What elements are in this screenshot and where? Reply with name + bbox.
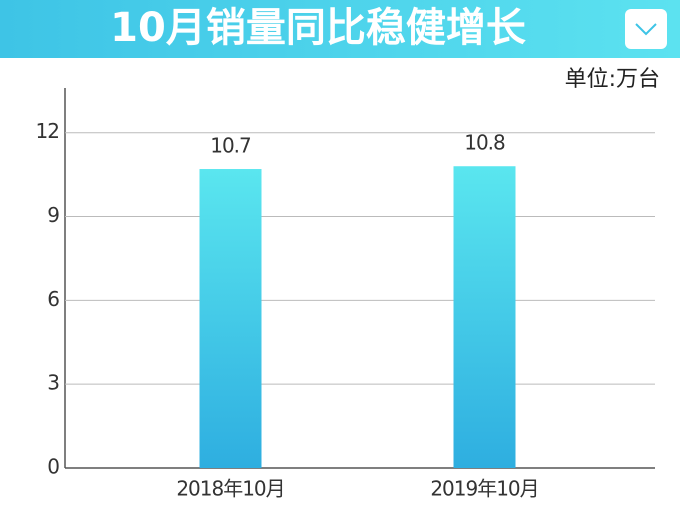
- x-tick-label: 2018年10月: [176, 477, 284, 501]
- y-tick-label: 3: [47, 371, 59, 395]
- y-tick-label: 0: [47, 455, 59, 479]
- value-label: 10.7: [210, 134, 251, 158]
- dropdown-button[interactable]: [625, 9, 667, 49]
- unit-label: 单位:万台: [565, 67, 660, 92]
- value-label: 10.8: [464, 131, 505, 155]
- x-tick-label: 2019年10月: [430, 477, 538, 501]
- chart-title: 10月销量同比稳健增长: [110, 5, 526, 51]
- bar: [453, 166, 516, 468]
- y-tick-label: 12: [36, 119, 59, 143]
- header-banner: [0, 0, 680, 58]
- y-tick-label: 6: [47, 287, 59, 311]
- y-tick-label: 9: [47, 203, 59, 227]
- bar: [199, 169, 262, 468]
